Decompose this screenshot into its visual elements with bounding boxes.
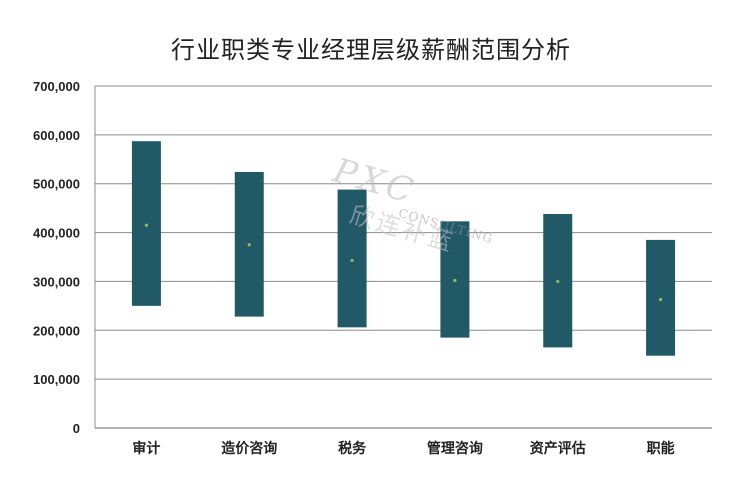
midpoint-marker: [144, 223, 149, 227]
midpoint-marker: [453, 278, 457, 283]
y-tick-label: 400,000: [33, 226, 80, 241]
y-tick-label: 600,000: [33, 128, 80, 143]
range-bar: [337, 189, 367, 328]
category-label: 造价咨询: [221, 440, 277, 457]
range-bar: [646, 239, 676, 356]
y-tick-label: 100,000: [33, 372, 80, 387]
y-tick-label: 700,000: [33, 79, 80, 94]
category-label: 管理咨询: [427, 440, 483, 457]
category-label: 审计: [132, 440, 160, 457]
y-tick-label: 0: [73, 421, 80, 436]
category-label: 职能: [647, 440, 675, 457]
y-tick-label: 200,000: [33, 323, 80, 338]
midpoint-marker: [658, 297, 663, 302]
midpoint-marker: [556, 279, 560, 284]
category-label: 资产评估: [530, 440, 586, 457]
y-tick-label: 300,000: [33, 274, 80, 289]
y-tick-label: 500,000: [33, 177, 80, 192]
category-label: 税务: [338, 440, 367, 457]
range-bar: [131, 141, 161, 306]
midpoint-marker: [350, 258, 354, 263]
chart-title: 行业职类专业经理层级薪酬范围分析: [171, 36, 571, 64]
midpoint-marker: [247, 243, 251, 247]
